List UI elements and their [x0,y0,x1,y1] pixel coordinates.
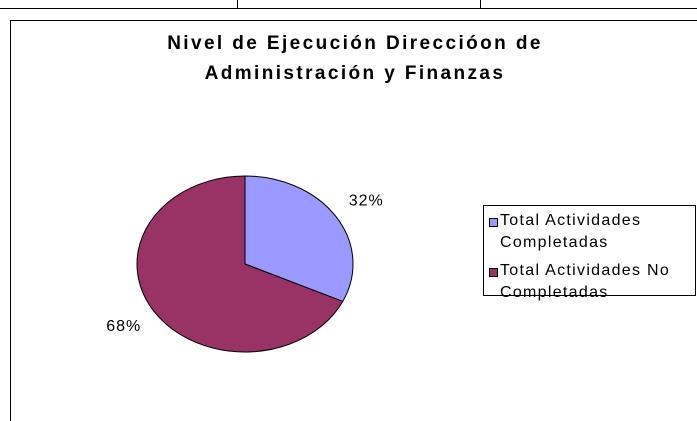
pie-slice [136,175,344,353]
chart-title: Nivel de Ejecución Direccióon de Adminis… [167,33,543,84]
pie-slice [244,175,354,303]
legend-label: Total Actividades No Completadas [500,262,671,301]
data-label: 68% [106,318,141,335]
data-label: 32% [349,193,384,210]
legend-swatch [489,268,498,277]
legend-box [483,205,696,296]
legend-label: Total Actividades Completadas [500,212,642,251]
legend-swatch [489,218,498,227]
